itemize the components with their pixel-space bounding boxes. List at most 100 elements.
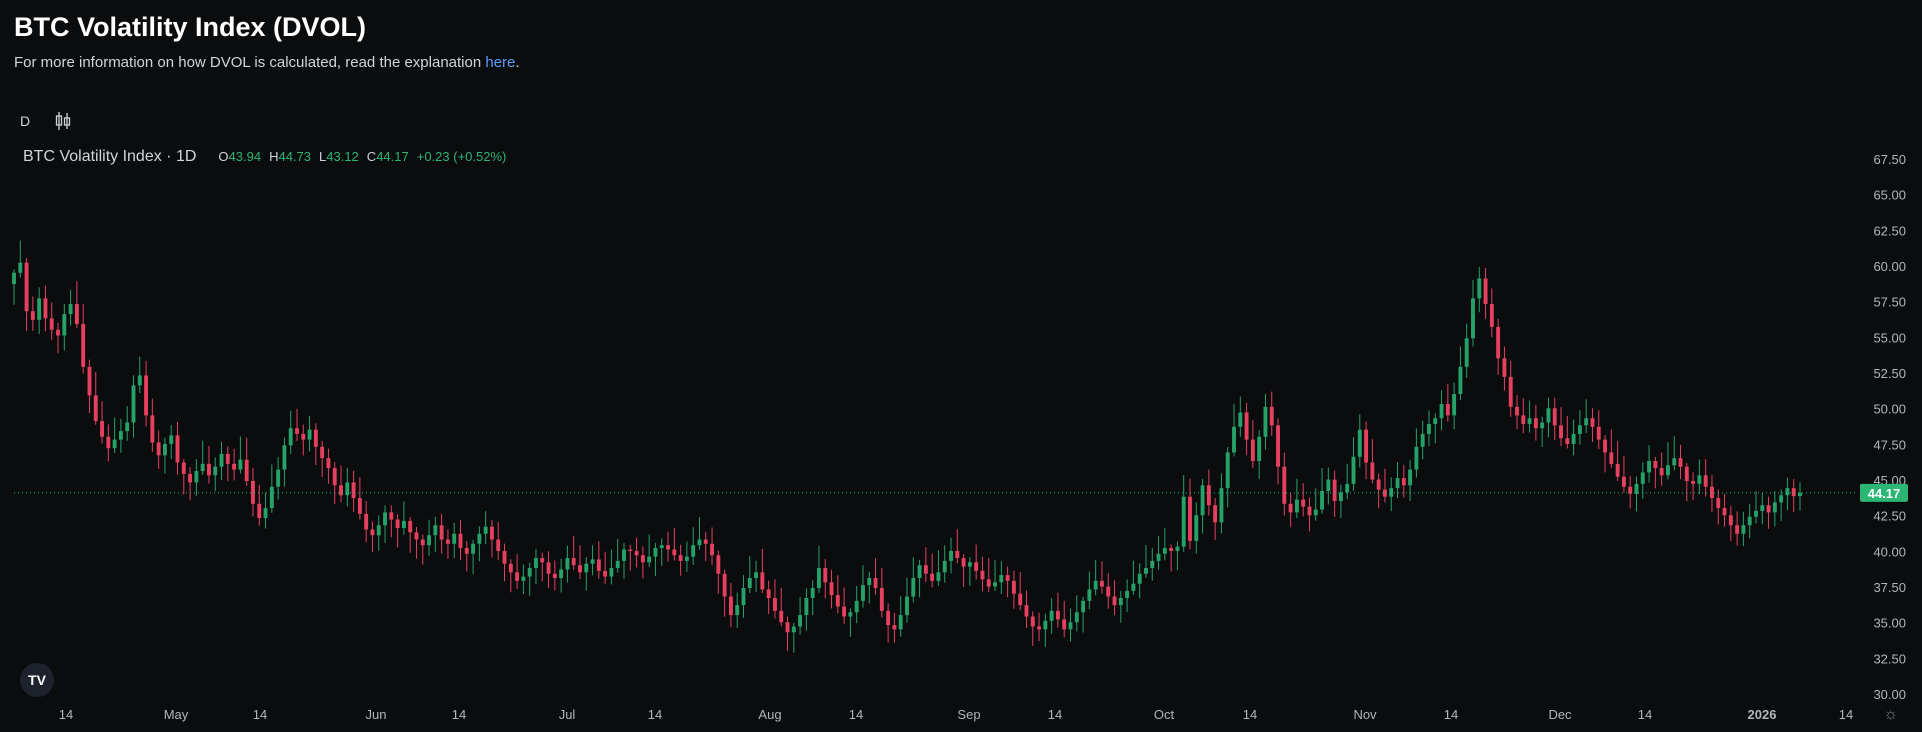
candle-body [1276,425,1280,467]
candle-body [1100,580,1104,587]
candle-body [1596,426,1601,440]
candle-body [62,314,67,336]
candle-body [684,556,689,561]
candle-body [471,543,476,554]
candle-body [1200,485,1205,516]
candle-body [1691,481,1696,484]
x-tick-label: May [164,707,189,722]
gear-icon[interactable]: ☼ [1883,706,1898,723]
candle-body [923,565,928,574]
candle-body [188,473,193,483]
candle-body [1018,593,1023,606]
candle-body [332,468,337,486]
candle-body [288,428,293,446]
candle-body [1628,486,1633,494]
candle-body [534,558,538,569]
x-tick-label: Aug [758,707,781,722]
candle-body [1351,456,1356,484]
candlestick-icon[interactable] [54,110,72,132]
candle-body [1005,575,1010,581]
candle-body [810,588,815,598]
x-tick-label: Jun [366,707,387,722]
candle-body [345,482,350,496]
candle-body [1301,499,1306,507]
y-tick-label: 32.50 [1873,651,1906,666]
candle-body [716,555,721,574]
candle-body [628,549,633,551]
candle-body [307,429,312,440]
candle-body [1382,489,1387,497]
y-tick-label: 35.00 [1873,616,1906,631]
candle-body [1452,393,1457,416]
candle-body [571,558,576,566]
candle-body [1760,505,1765,511]
candle-body [1496,326,1501,359]
candle-body [1427,423,1431,434]
candle-body [584,563,589,573]
close-key: C [366,149,377,164]
candle-body [1131,583,1136,591]
candle-body [1401,478,1406,486]
candle-body [282,445,287,470]
close-value: 44.17 [376,149,409,164]
candle-body [1232,426,1236,453]
candle-body [703,539,708,544]
candle-body [766,589,771,598]
x-tick-label: 14 [648,707,662,722]
candle-body [1332,479,1337,501]
interval-button[interactable]: D [20,113,31,129]
y-tick-label: 47.50 [1873,437,1906,452]
candle-body [1263,406,1268,437]
candle-body [1735,525,1740,534]
candle-body [867,578,872,586]
candle-body [540,558,545,563]
candle-body [886,610,891,626]
candle-body [81,324,86,367]
candle-body [515,572,520,581]
candle-body [1112,596,1117,606]
candle-body [892,625,897,630]
candle-body [56,329,60,336]
candle-body [1697,475,1702,484]
x-tick-label: Oct [1154,707,1175,722]
candle-body [1024,605,1029,617]
candle-body [622,549,626,561]
candle-body [1615,463,1620,477]
candle-body [364,513,369,530]
candle-body [1772,502,1777,513]
candle-body [1307,506,1312,516]
candle-body [1244,412,1249,440]
candle-body [1540,422,1545,429]
candle-body [1653,461,1658,469]
y-tick-label: 50.00 [1873,402,1906,417]
candle-body [691,545,696,557]
tradingview-logo[interactable]: TV [20,663,54,697]
candle-body [1672,458,1677,466]
candle-body [502,550,507,564]
candle-body [1477,278,1482,299]
candle-body [1030,616,1035,627]
candle-body [1087,589,1092,601]
candle-body [232,463,237,470]
candle-body [848,612,853,617]
candle-body [1621,476,1626,487]
candle-body [433,525,438,536]
candle-body [559,569,564,579]
candle-body [521,576,526,581]
candle-body [1313,509,1318,516]
candle-body [420,539,425,546]
candle-body [659,545,664,549]
candle-body [1458,366,1463,394]
explanation-link[interactable]: here [485,54,516,71]
candle-body [326,458,331,469]
candle-body [779,610,784,623]
candle-body [1162,548,1167,554]
candle-body [1376,479,1381,490]
candle-body [207,463,211,476]
candle-body [722,573,727,597]
candle-body [1055,610,1060,620]
candle-body [710,543,714,556]
x-tick-label: Sep [957,707,980,722]
x-tick-label: Jul [559,707,576,722]
